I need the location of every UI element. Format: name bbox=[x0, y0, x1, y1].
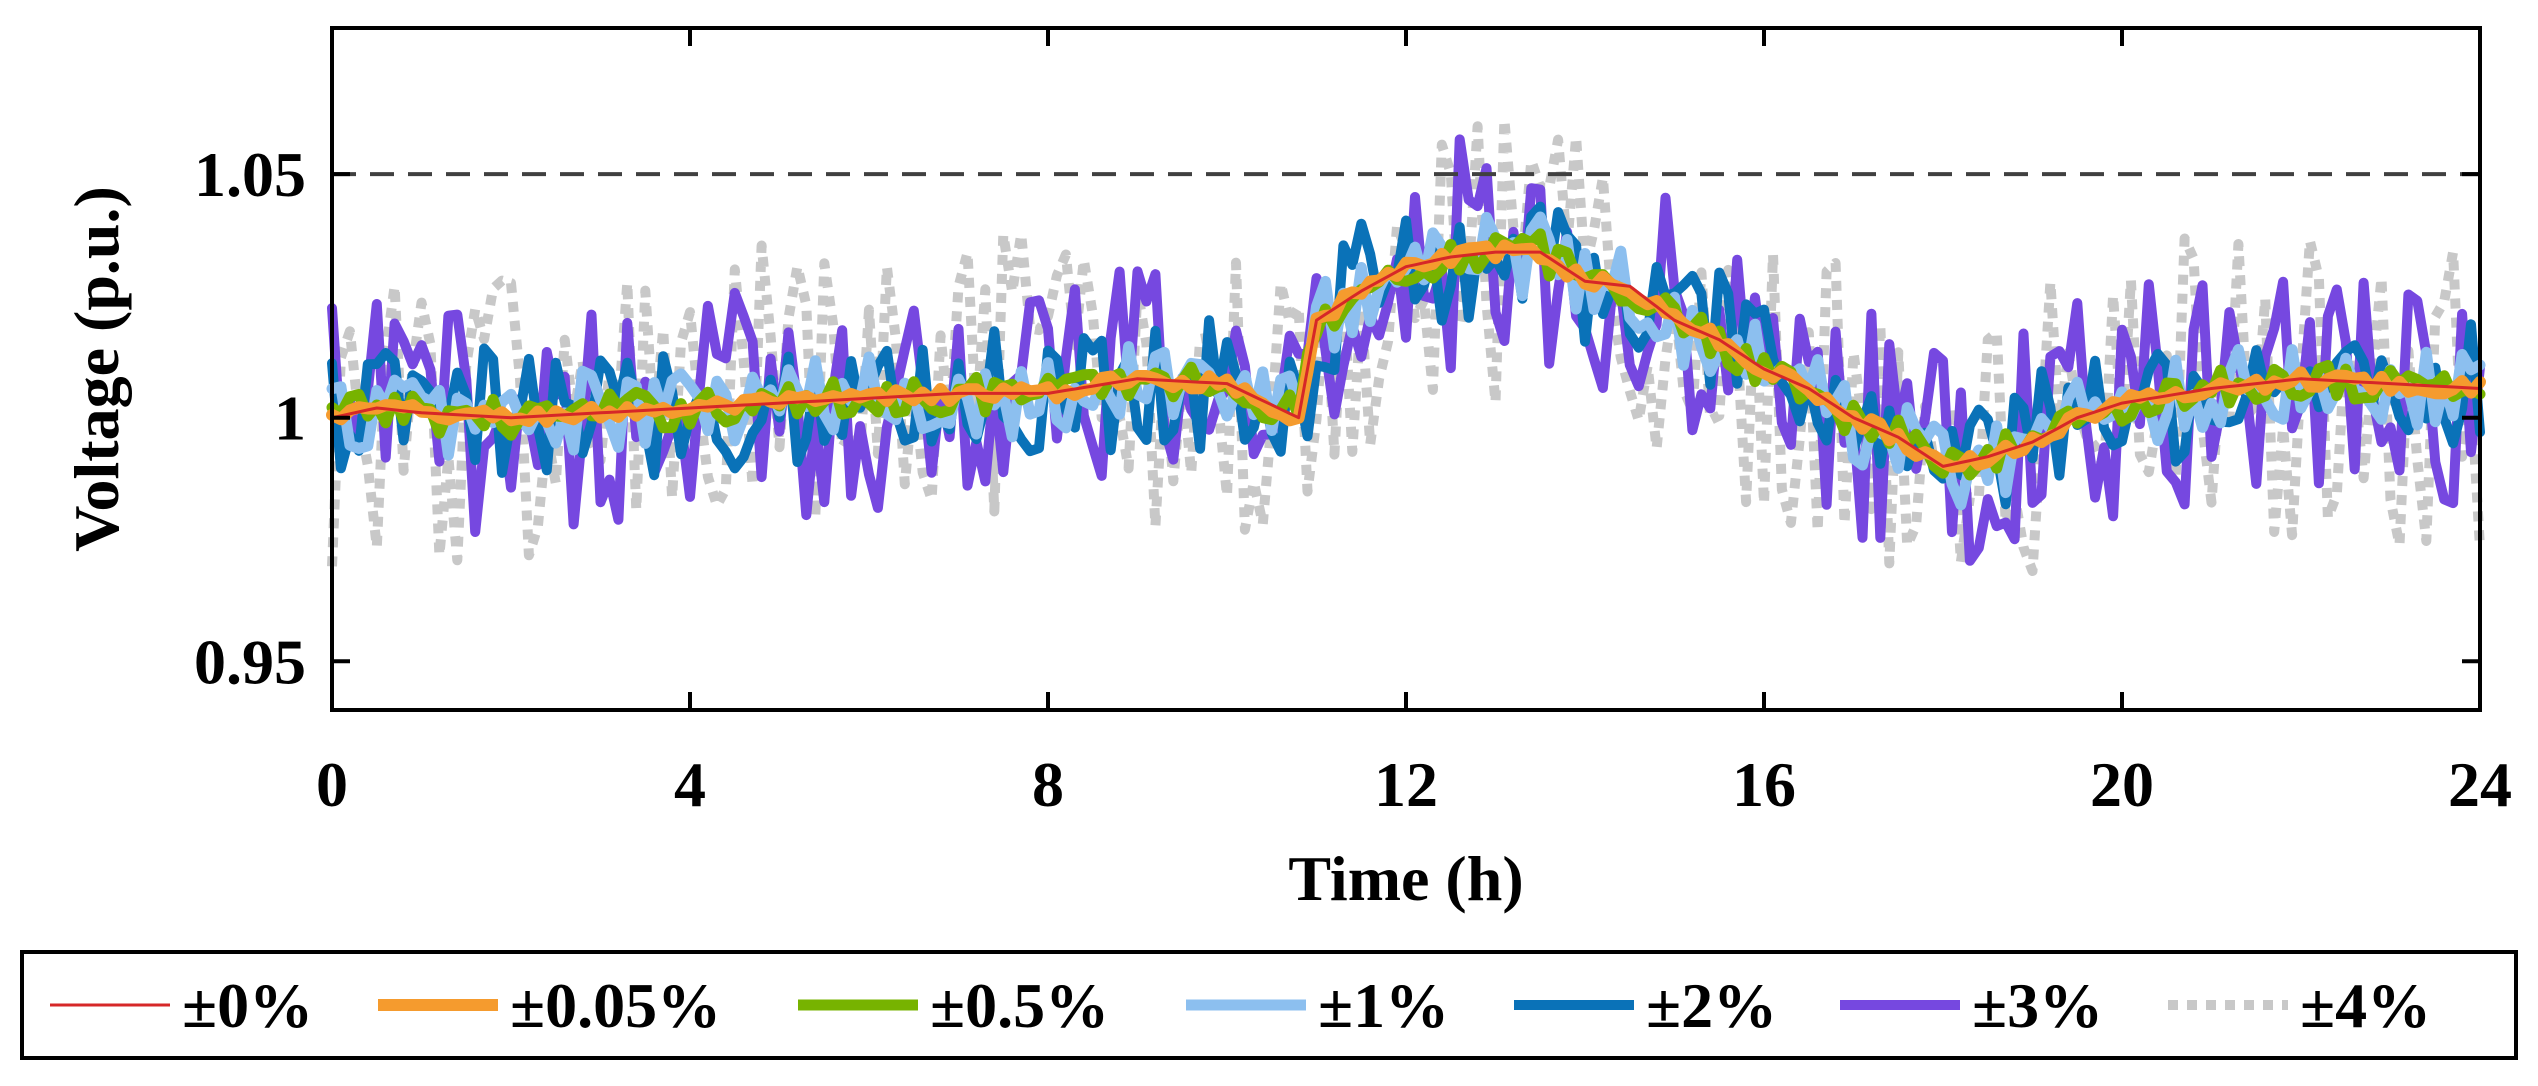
x-tick-label: 20 bbox=[2090, 749, 2154, 820]
x-axis: 0 4 8 12 16 20 24 bbox=[316, 28, 2512, 820]
series-line-6 bbox=[327, 114, 2485, 576]
legend-label-2: ±0.5% bbox=[930, 970, 1109, 1041]
plot-lines bbox=[326, 114, 2486, 576]
series-line-0 bbox=[330, 250, 2482, 468]
x-tick-label: 4 bbox=[674, 749, 706, 820]
y-tick-label: 0.95 bbox=[194, 626, 306, 697]
y-tick-label: 1 bbox=[274, 383, 306, 454]
y-tick-label: 1.05 bbox=[194, 139, 306, 210]
x-axis-title: Time (h) bbox=[1288, 843, 1523, 914]
x-tick-label: 8 bbox=[1032, 749, 1064, 820]
y-axis: 0.95 1 1.05 bbox=[194, 139, 2480, 697]
legend-label-0: ±0% bbox=[182, 970, 313, 1041]
x-tick-label: 24 bbox=[2448, 749, 2512, 820]
series-line-2 bbox=[326, 228, 2486, 481]
legend-label-6: ±4% bbox=[2300, 970, 2431, 1041]
series-line-5 bbox=[327, 134, 2485, 566]
y-axis-title: Voltage (p.u.) bbox=[61, 186, 132, 552]
legend: ±0% ±0.05% ±0.5% ±1% ±2% ±3% ±4% bbox=[50, 970, 2431, 1041]
x-tick-label: 16 bbox=[1732, 749, 1796, 820]
x-tick-label: 0 bbox=[316, 749, 348, 820]
legend-label-3: ±1% bbox=[1318, 970, 1449, 1041]
legend-label-4: ±2% bbox=[1646, 970, 1777, 1041]
legend-label-5: ±3% bbox=[1972, 970, 2103, 1041]
x-tick-label: 12 bbox=[1374, 749, 1438, 820]
legend-label-1: ±0.05% bbox=[510, 970, 721, 1041]
